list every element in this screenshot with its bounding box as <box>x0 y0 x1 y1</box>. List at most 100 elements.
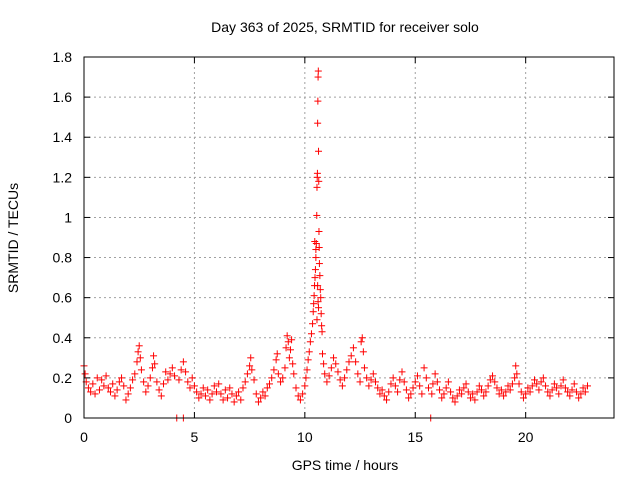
data-point <box>473 388 481 396</box>
y-tick-label: 1.8 <box>53 49 73 65</box>
data-point <box>254 398 262 406</box>
data-point <box>546 392 554 400</box>
data-point <box>508 380 516 388</box>
data-point <box>318 328 326 336</box>
data-point <box>334 368 342 376</box>
y-tick-label: 0.6 <box>53 290 73 306</box>
axis-ticks: 0 5 10 15 20 0 0.2 0.4 0.6 0.8 1 1.2 1.4 1.6 1.8 <box>53 49 614 445</box>
data-point <box>338 382 346 390</box>
y-tick-label: 0 <box>64 410 72 426</box>
data-point <box>429 380 437 388</box>
data-point <box>91 390 99 398</box>
data-point <box>517 388 525 396</box>
data-point <box>500 392 508 400</box>
data-point <box>347 352 355 360</box>
data-point <box>409 384 417 392</box>
data-point <box>288 336 296 344</box>
data-point <box>292 384 300 392</box>
data-point <box>213 388 220 396</box>
data-point <box>296 396 304 404</box>
data-point <box>581 388 589 396</box>
data-point <box>313 169 321 177</box>
data-point <box>389 374 397 382</box>
data-point <box>157 392 165 400</box>
data-point <box>219 396 227 404</box>
data-point <box>497 386 505 394</box>
data-point <box>210 382 218 390</box>
data-point <box>285 354 293 362</box>
data-point <box>433 378 441 386</box>
data-point <box>316 272 324 280</box>
data-point <box>570 380 578 388</box>
data-point <box>282 344 290 352</box>
data-point <box>325 372 333 380</box>
data-point <box>257 394 265 402</box>
data-point <box>493 384 501 392</box>
data-point <box>522 390 530 398</box>
data-point <box>87 388 95 396</box>
data-point <box>484 382 492 390</box>
data-point <box>466 394 474 402</box>
data-point <box>455 386 463 394</box>
data-point <box>584 382 591 390</box>
data-point <box>93 374 101 382</box>
data-point <box>148 364 156 372</box>
data-point <box>199 384 207 392</box>
data-point <box>561 384 569 392</box>
chart-title: Day 363 of 2025, SRMTID for receiver sol… <box>211 19 479 35</box>
data-point <box>579 384 587 392</box>
data-point <box>317 310 325 318</box>
data-point <box>309 320 317 328</box>
data-point <box>241 378 249 386</box>
data-point <box>402 386 410 394</box>
data-point <box>519 394 527 402</box>
data-point <box>310 292 318 300</box>
data-point <box>146 374 154 382</box>
data-point <box>542 382 550 390</box>
data-point <box>438 394 446 402</box>
data-point <box>442 384 450 392</box>
data-point <box>81 370 89 378</box>
data-point <box>533 380 541 388</box>
data-point <box>387 380 395 388</box>
data-point <box>363 374 371 382</box>
data-point <box>420 364 428 372</box>
data-point <box>539 374 547 382</box>
data-point <box>357 338 365 346</box>
data-point <box>131 370 139 378</box>
data-point <box>302 374 310 382</box>
data-point <box>367 376 375 384</box>
data-point <box>548 386 556 394</box>
data-point <box>407 390 415 398</box>
data-point <box>376 390 384 398</box>
data-point <box>469 390 477 398</box>
data-point <box>491 378 499 386</box>
data-point <box>394 388 402 396</box>
data-point <box>248 366 256 374</box>
data-point <box>289 360 297 368</box>
data-point <box>182 368 190 376</box>
data-point <box>531 376 538 384</box>
data-point <box>323 378 331 386</box>
data-point <box>315 244 323 252</box>
data-point <box>374 384 382 392</box>
data-point <box>400 378 408 386</box>
data-point <box>136 354 144 362</box>
data-point <box>405 394 413 402</box>
y-tick-label: 1 <box>64 209 72 225</box>
data-point <box>309 308 317 316</box>
data-point <box>345 358 353 366</box>
data-point <box>440 390 448 398</box>
data-point <box>107 388 114 396</box>
data-point <box>95 386 103 394</box>
data-point <box>153 378 161 386</box>
data-point <box>261 392 269 400</box>
data-point <box>100 382 108 390</box>
data-point <box>266 380 273 388</box>
data-point <box>471 396 479 404</box>
data-point <box>524 384 532 392</box>
data-point <box>315 147 323 155</box>
data-point <box>140 378 148 386</box>
data-point <box>303 366 311 374</box>
